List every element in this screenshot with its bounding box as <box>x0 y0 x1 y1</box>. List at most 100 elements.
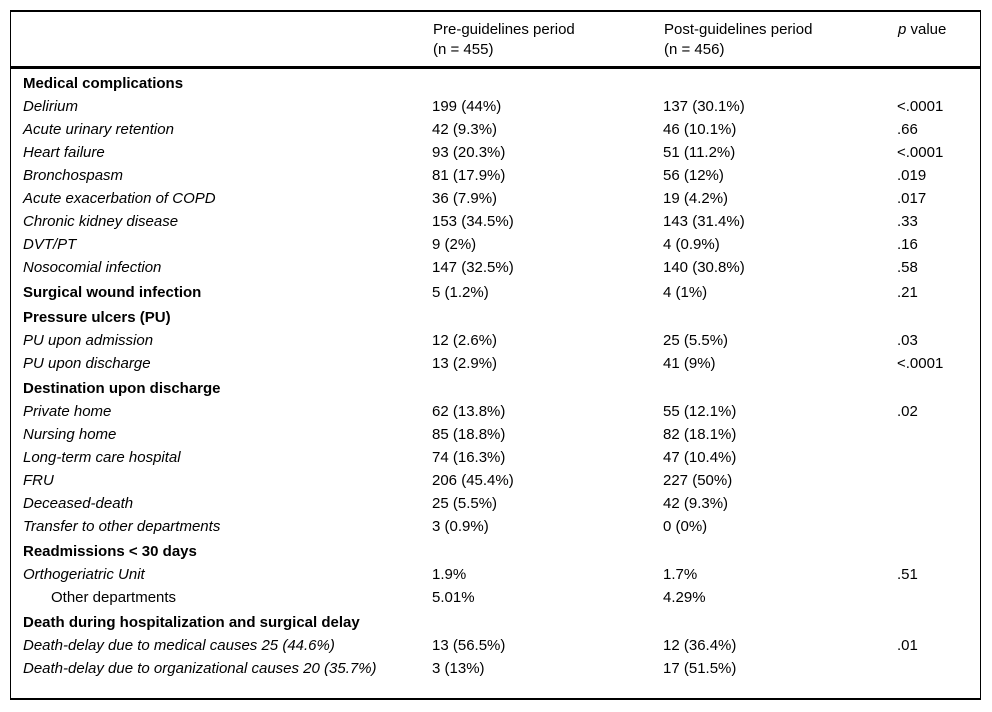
row-label-cell: Death-delay due to medical causes 25 (44… <box>23 637 335 654</box>
pre-value-cell: 13 (56.5%) <box>432 637 506 654</box>
p-value-cell <box>897 537 980 562</box>
table-row: Bronchospasm 81 (17.9%) 56 (12%) .019 <box>11 163 980 186</box>
post-value-cell: 12 (36.4%) <box>663 637 737 654</box>
table-row: Nosocomial infection 147 (32.5%) 140 (30.8… <box>11 255 980 278</box>
post-value-cell: 51 (11.2%) <box>663 144 736 161</box>
table-row: Deceased-death 25 (5.5%) 42 (9.3%) <box>11 491 980 514</box>
header-pre-guidelines-cell: Pre-guidelines period (n = 455) <box>432 12 663 69</box>
row-label-cell: FRU <box>23 472 54 489</box>
p-value-cell: .33 <box>897 213 918 230</box>
post-value-cell: 227 (50%) <box>663 472 733 489</box>
p-value-cell <box>897 491 980 514</box>
p-value-cell <box>897 514 980 537</box>
p-symbol: p <box>898 21 907 38</box>
p-value-cell: <.0001 <box>897 144 944 161</box>
table-row: DVT/PT 9 (2%) 4 (0.9%) .16 <box>11 232 980 255</box>
post-value-cell: 25 (5.5%) <box>663 332 729 349</box>
table-row: Chronic kidney disease 153 (34.5%) 143 (31… <box>11 209 980 232</box>
pre-value-cell: 13 (2.9%) <box>432 355 498 372</box>
row-label-cell: Readmissions < 30 days <box>23 543 197 560</box>
header-pre-line2: (n = 455) <box>433 41 494 58</box>
header-pre-line1: Pre-guidelines period <box>433 21 575 38</box>
post-value-cell: 41 (9%) <box>663 355 716 372</box>
p-value-cell: .017 <box>897 190 927 207</box>
p-value-cell <box>897 68 980 95</box>
post-value-cell <box>663 68 897 95</box>
comparison-table: Pre-guidelines period (n = 455) Post-gui… <box>11 12 980 679</box>
table-row: Delirium 199 (44%) 137 (30.1%) <.0001 <box>11 94 980 117</box>
pre-value-cell: 85 (18.8%) <box>432 426 506 443</box>
pre-value-cell <box>432 608 663 633</box>
post-value-cell: 56 (12%) <box>663 167 724 184</box>
table-header: Pre-guidelines period (n = 455) Post-gui… <box>11 12 980 69</box>
header-empty-cell <box>11 12 432 69</box>
p-value-cell: .01 <box>897 637 918 654</box>
post-value-cell: 4 (1%) <box>663 284 708 301</box>
post-value-cell: 46 (10.1%) <box>663 121 737 138</box>
post-value-cell: 19 (4.2%) <box>663 190 729 207</box>
pre-value-cell: 25 (5.5%) <box>432 495 498 512</box>
post-value-cell: 4 (0.9%) <box>663 236 720 253</box>
pre-value-cell: 74 (16.3%) <box>432 449 506 466</box>
pre-value-cell: 81 (17.9%) <box>432 167 506 184</box>
pre-value-cell <box>432 303 663 328</box>
row-label-cell: Deceased-death <box>23 495 134 512</box>
row-label-cell: Death-delay due to organizational causes… <box>23 660 377 677</box>
p-value-cell <box>897 422 980 445</box>
header-post-guidelines-cell: Post-guidelines period (n = 456) <box>663 12 897 69</box>
table-row: PU upon admission 12 (2.6%) 25 (5.5%) .03 <box>11 328 980 351</box>
p-value-cell: .58 <box>897 259 918 276</box>
pre-value-cell <box>432 374 663 399</box>
table-row: Death-delay due to medical causes 25 (44… <box>11 633 980 656</box>
pre-value-cell: 3 (0.9%) <box>432 518 489 535</box>
post-value-cell: 140 (30.8%) <box>663 259 745 276</box>
post-value-cell: 55 (12.1%) <box>663 403 737 420</box>
header-row: Pre-guidelines period (n = 455) Post-gui… <box>11 12 980 69</box>
pre-value-cell: 62 (13.8%) <box>432 403 506 420</box>
pre-value-cell: 3 (13%) <box>432 660 485 677</box>
table-row: Medical complications <box>11 68 980 95</box>
table-row: Orthogeriatric Unit 1.9% 1.7% .51 <box>11 562 980 585</box>
pre-value-cell: 1.9% <box>432 566 467 583</box>
header-p-value-cell: p value <box>897 12 980 69</box>
row-label-cell: Destination upon discharge <box>23 380 221 397</box>
p-value-cell: .66 <box>897 121 918 138</box>
row-label-cell: Medical complications <box>23 75 184 92</box>
table-row: Nursing home 85 (18.8%) 82 (18.1%) <box>11 422 980 445</box>
p-value-cell: .21 <box>897 284 918 301</box>
pre-value-cell <box>432 68 663 95</box>
row-label-cell: Bronchospasm <box>23 167 124 184</box>
p-value-label: value <box>906 21 947 38</box>
p-value-cell <box>897 585 980 608</box>
post-value-cell <box>663 303 897 328</box>
row-label-cell: Nursing home <box>23 426 117 443</box>
p-value-cell: <.0001 <box>897 355 944 372</box>
p-value-cell <box>897 468 980 491</box>
post-value-cell: 1.7% <box>663 566 698 583</box>
p-value-cell: .02 <box>897 403 918 420</box>
post-value-cell <box>663 608 897 633</box>
row-label-cell: DVT/PT <box>23 236 77 253</box>
table-row: Death during hospitalization and surgica… <box>11 608 980 633</box>
post-value-cell: 82 (18.1%) <box>663 426 737 443</box>
pre-value-cell: 206 (45.4%) <box>432 472 514 489</box>
table-row: Destination upon discharge <box>11 374 980 399</box>
row-label-cell: Nosocomial infection <box>23 259 162 276</box>
row-label-cell: Surgical wound infection <box>23 284 202 301</box>
pre-value-cell: 36 (7.9%) <box>432 190 498 207</box>
p-value-cell: .16 <box>897 236 918 253</box>
pre-value-cell: 147 (32.5%) <box>432 259 514 276</box>
row-label-cell: Death during hospitalization and surgica… <box>23 614 360 631</box>
row-label-cell: Other departments <box>51 589 177 606</box>
table-row: Pressure ulcers (PU) <box>11 303 980 328</box>
pre-value-cell: 5 (1.2%) <box>432 284 489 301</box>
pre-value-cell: 93 (20.3%) <box>432 144 506 161</box>
header-post-line2: (n = 456) <box>664 41 725 58</box>
row-label-cell: Orthogeriatric Unit <box>23 566 145 583</box>
row-label-cell: Transfer to other departments <box>23 518 221 535</box>
table-row: Readmissions < 30 days <box>11 537 980 562</box>
table-row: Private home 62 (13.8%) 55 (12.1%) .02 <box>11 399 980 422</box>
row-label-cell: PU upon discharge <box>23 355 151 372</box>
outcomes-table: Pre-guidelines period (n = 455) Post-gui… <box>10 10 981 700</box>
table-row: Transfer to other departments 3 (0.9%) 0 (… <box>11 514 980 537</box>
